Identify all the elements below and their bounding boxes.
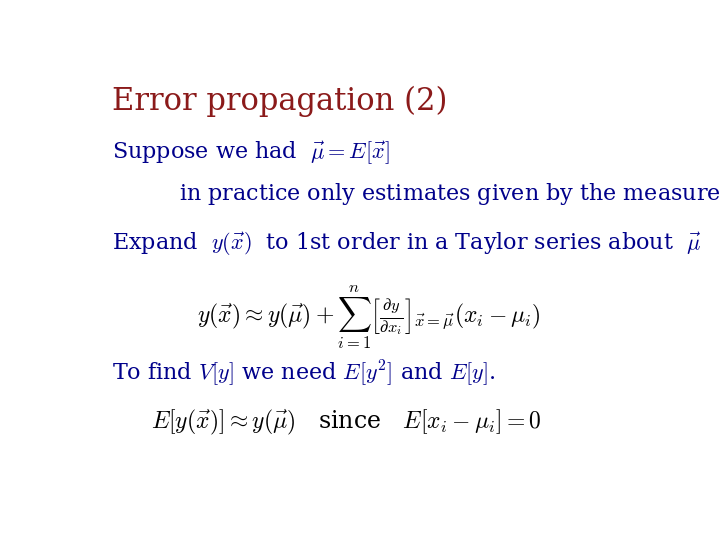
- Text: $y(\vec{x}) \approx y(\vec{\mu}) + \sum_{i=1}^{n} \left[\frac{\partial y}{\parti: $y(\vec{x}) \approx y(\vec{\mu}) + \sum_…: [197, 283, 541, 350]
- Text: Error propagation (2): Error propagation (2): [112, 85, 448, 117]
- Text: in practice only estimates given by the measured  $\vec{x}$: in practice only estimates given by the …: [179, 181, 720, 207]
- Text: $E[y(\vec{x})] \approx y(\vec{\mu})$   since   $E[x_i - \mu_i] = 0$: $E[y(\vec{x})] \approx y(\vec{\mu})$ sin…: [151, 408, 542, 437]
- Text: Expand  $y(\vec{x})$  to 1st order in a Taylor series about  $\vec{\mu}$: Expand $y(\vec{x})$ to 1st order in a Ta…: [112, 231, 702, 259]
- Text: To find $V[y]$ we need $E[y^2]$ and $E[y]$.: To find $V[y]$ we need $E[y^2]$ and $E[y…: [112, 358, 496, 388]
- Text: Suppose we had  $\vec{\mu} = E[\vec{x}]$: Suppose we had $\vec{\mu} = E[\vec{x}]$: [112, 140, 390, 167]
